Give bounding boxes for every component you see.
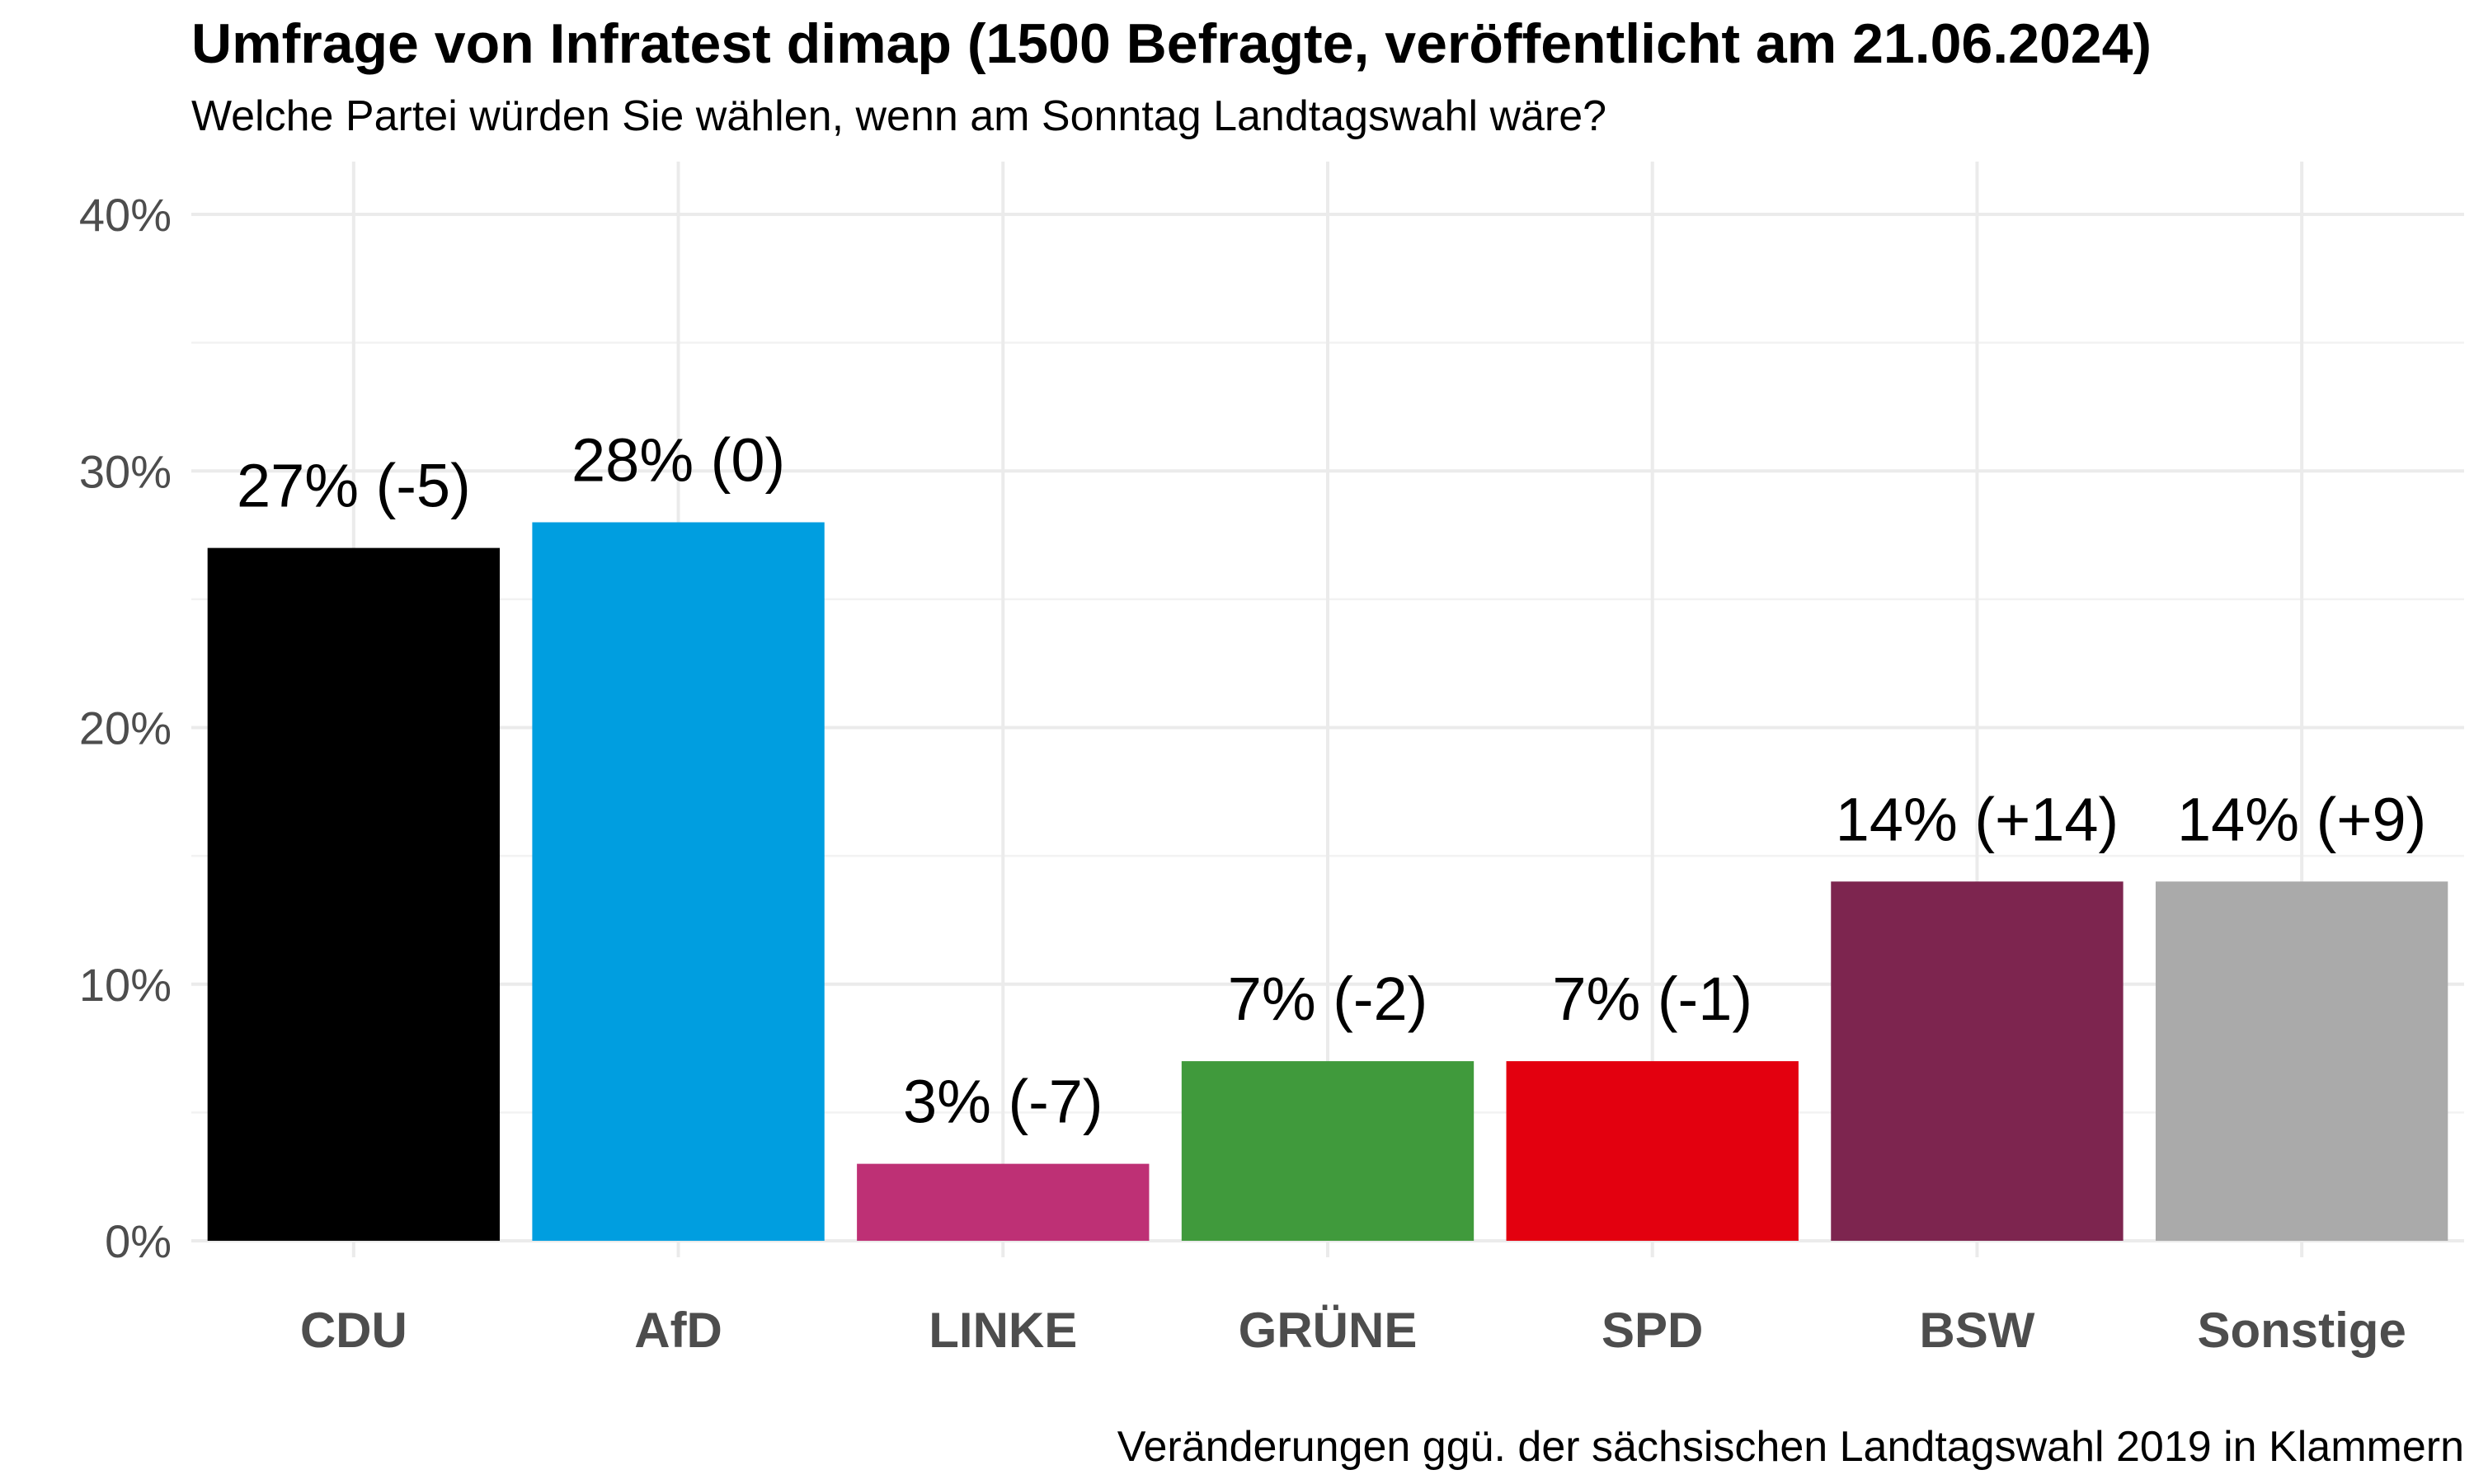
data-label: 28% (0) [571,426,785,495]
data-label: 14% (+14) [1836,785,2119,853]
y-tick-label: 40% [79,189,172,241]
x-tick-label: GRÜNE [1239,1303,1418,1358]
x-tick-label: LINKE [929,1303,1077,1358]
x-tick-label: AfD [634,1303,722,1358]
data-label: 7% (-1) [1552,965,1752,1033]
y-tick-label: 0% [105,1215,172,1267]
y-axis-labels: 0% 10% 20% 30% 40% [79,189,172,1267]
bar-cdu [207,547,501,1241]
bar-grüne [1181,1061,1475,1241]
data-label: 7% (-2) [1228,965,1428,1033]
x-tick-label: Sonstige [2197,1303,2406,1358]
chart-caption: Veränderungen ggü. der sächsischen Landt… [1117,1423,2464,1471]
bar-spd [1506,1061,1799,1241]
bars [207,522,2448,1241]
bar-sonstige [2155,881,2448,1241]
x-axis-labels: CDU AfD LINKE GRÜNE SPD BSW Sonstige [300,1303,2406,1358]
x-tick-label: SPD [1602,1303,1703,1358]
chart-subtitle: Welche Partei würden Sie wählen, wenn am… [191,92,1606,140]
data-label: 27% (-5) [237,452,471,520]
x-tick-label: BSW [1919,1303,2034,1358]
y-tick-label: 10% [79,959,172,1011]
x-tick-label: CDU [300,1303,407,1358]
bar-bsw [1831,881,2124,1241]
bar-afd [532,522,825,1241]
data-label: 3% (-7) [903,1068,1103,1136]
bar-linke [857,1163,1150,1241]
chart-title: Umfrage von Infratest dimap (1500 Befrag… [191,12,2152,75]
y-tick-label: 30% [79,445,172,497]
data-labels: 27% (-5) 28% (0) 3% (-7) 7% (-2) 7% (-1) 14% … [237,426,2426,1136]
y-tick-label: 20% [79,702,172,754]
data-label: 14% (+9) [2177,785,2426,853]
